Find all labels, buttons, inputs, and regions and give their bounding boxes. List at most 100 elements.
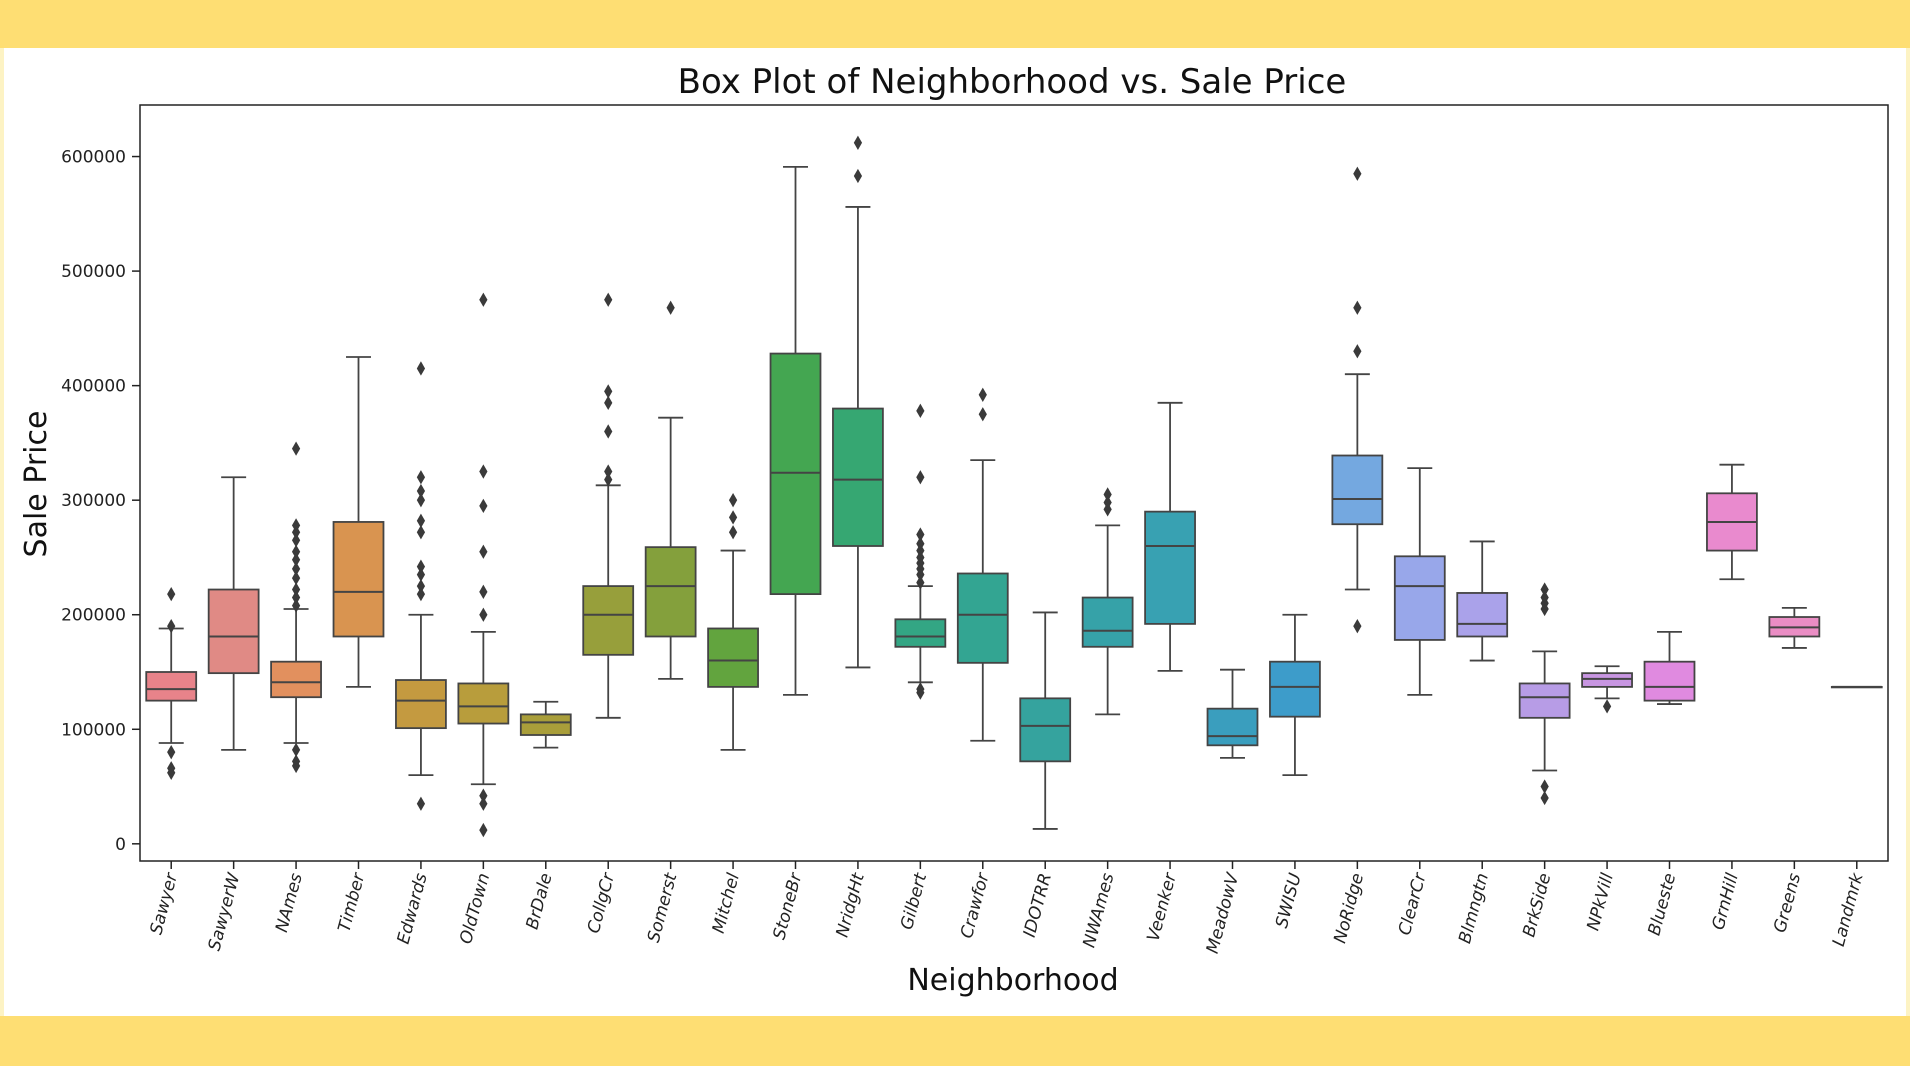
outlier-point bbox=[167, 586, 176, 602]
right-border bbox=[1906, 48, 1910, 1016]
outlier-point bbox=[604, 464, 613, 479]
box-iqr bbox=[1206, 707, 1259, 747]
outlier-point bbox=[416, 578, 426, 594]
box-iqr bbox=[207, 588, 260, 675]
x-tick-label: ClearCr bbox=[1395, 870, 1431, 937]
x-axis-label: Neighborhood bbox=[907, 963, 1118, 998]
box-iqr bbox=[707, 627, 759, 688]
box-iqr bbox=[894, 618, 947, 648]
x-tick-label: Greens bbox=[1770, 871, 1805, 935]
box-noridge bbox=[1331, 166, 1384, 634]
box-swisu bbox=[1269, 613, 1321, 776]
outlier-point bbox=[1353, 619, 1362, 634]
y-tick-label: 0 bbox=[115, 835, 126, 855]
box-mitchel bbox=[707, 493, 759, 751]
box-nwames bbox=[1081, 487, 1134, 716]
box-iqr bbox=[1269, 660, 1321, 718]
plot-frame bbox=[139, 104, 1889, 862]
outlier-point bbox=[916, 682, 925, 697]
box-iqr bbox=[1081, 596, 1134, 648]
outlier-point bbox=[604, 384, 613, 399]
outlier-point bbox=[291, 598, 301, 613]
y-axis: 0 100000 200000 300000 400000 500000 600000 bbox=[61, 148, 140, 855]
outlier-point bbox=[916, 575, 925, 590]
outlier-point bbox=[479, 544, 488, 559]
box-timber bbox=[332, 356, 385, 688]
outlier-point bbox=[1602, 699, 1612, 714]
box-crawfor bbox=[956, 387, 1009, 742]
box-iqr bbox=[956, 572, 1009, 664]
box-iqr bbox=[1144, 510, 1196, 625]
box-iqr bbox=[1019, 697, 1072, 763]
outlier-point bbox=[853, 135, 863, 150]
x-tick-label: SWISU bbox=[1272, 871, 1306, 931]
y-tick-label: 100000 bbox=[61, 720, 126, 740]
box-grnhill bbox=[1706, 463, 1758, 581]
outlier-point bbox=[1103, 487, 1112, 502]
x-tick-label: GrnHill bbox=[1708, 871, 1742, 932]
box-greens bbox=[1768, 606, 1821, 649]
y-tick-label: 600000 bbox=[61, 148, 126, 168]
outlier-point bbox=[1353, 300, 1362, 315]
outlier-point bbox=[167, 619, 176, 634]
x-tick-label: Somerst bbox=[644, 870, 682, 945]
top-banner bbox=[0, 0, 1910, 48]
outlier-point bbox=[291, 742, 301, 758]
box-iqr bbox=[457, 682, 510, 725]
outlier-point bbox=[1540, 590, 1549, 605]
outlier-point bbox=[479, 498, 488, 514]
x-tick-label: NAmes bbox=[272, 871, 307, 934]
outlier-point bbox=[978, 407, 987, 422]
box-names bbox=[270, 441, 322, 774]
x-tick-label: Landmrk bbox=[1829, 870, 1868, 949]
outlier-point bbox=[916, 470, 925, 485]
x-tick-label: Crawfor bbox=[957, 870, 994, 940]
outlier-point bbox=[604, 292, 613, 307]
x-tick-label: BrDale bbox=[522, 871, 556, 932]
outlier-point bbox=[728, 493, 738, 508]
outlier-point bbox=[666, 300, 675, 315]
x-tick-label: Mitchel bbox=[709, 871, 744, 936]
box-nridght bbox=[832, 135, 884, 669]
outlier-point bbox=[416, 567, 426, 582]
x-tick-label: Veenker bbox=[1144, 870, 1182, 943]
outlier-point bbox=[416, 513, 426, 528]
outlier-point bbox=[167, 761, 176, 776]
outlier-point bbox=[1353, 166, 1362, 181]
box-stonebr bbox=[769, 165, 822, 696]
x-tick-label: Timber bbox=[335, 870, 370, 934]
x-tick-label: NPkVill bbox=[1583, 871, 1618, 933]
outlier-point bbox=[604, 424, 613, 439]
box-iqr bbox=[270, 660, 322, 699]
box-brdale bbox=[519, 700, 572, 749]
outlier-point bbox=[291, 570, 301, 586]
outlier-point bbox=[604, 472, 613, 487]
box-oldtown bbox=[457, 292, 510, 838]
box-idotrr bbox=[1019, 611, 1072, 830]
outlier-point bbox=[479, 607, 488, 622]
outlier-point bbox=[291, 552, 301, 567]
box-gilbert bbox=[894, 403, 947, 700]
outlier-point bbox=[1103, 495, 1112, 510]
box-veenker bbox=[1144, 401, 1196, 672]
y-tick-label: 300000 bbox=[61, 491, 126, 511]
outlier-point bbox=[416, 470, 426, 485]
y-tick-label: 200000 bbox=[61, 606, 126, 626]
outlier-point bbox=[479, 788, 488, 803]
outlier-point bbox=[291, 533, 301, 548]
chart-title: Box Plot of Neighborhood vs. Sale Price bbox=[678, 62, 1347, 102]
box-iqr bbox=[1331, 454, 1384, 526]
x-tick-label: MeadowV bbox=[1203, 870, 1244, 956]
bottom-banner bbox=[0, 1016, 1910, 1066]
box-iqr bbox=[769, 352, 822, 596]
x-axis: Sawyer SawyerW NAmes Timber Edwards OldTown Br… bbox=[147, 861, 1868, 956]
x-tick-label: SawyerW bbox=[205, 870, 245, 953]
box-sawyer bbox=[145, 586, 198, 780]
outlier-point bbox=[167, 745, 176, 760]
x-tick-label: StoneBr bbox=[769, 870, 806, 942]
x-tick-label: NWAmes bbox=[1079, 871, 1118, 950]
box-iqr bbox=[1581, 672, 1633, 688]
box-iqr bbox=[644, 546, 697, 638]
box-iqr bbox=[1393, 555, 1446, 641]
